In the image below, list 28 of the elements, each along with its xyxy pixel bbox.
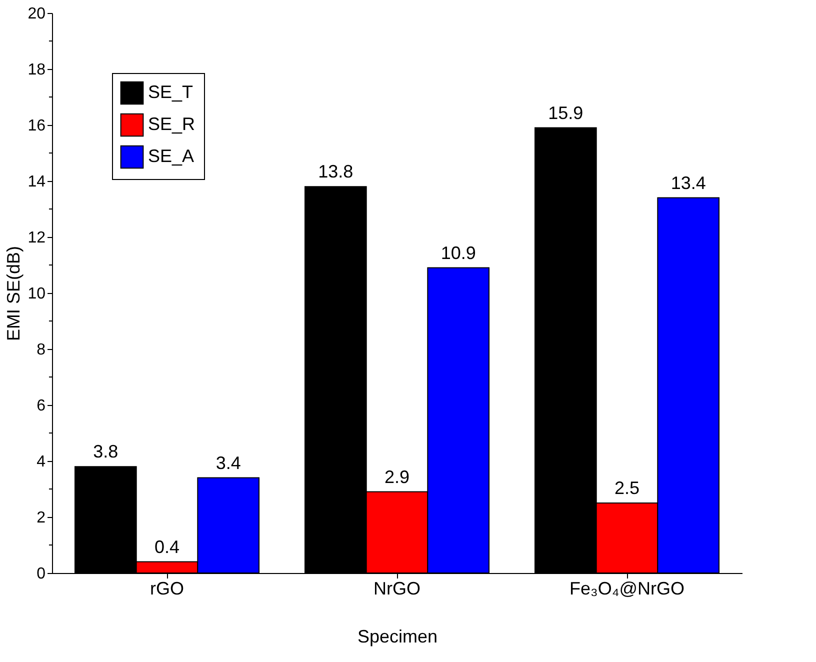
y-tick-label: 14 (28, 174, 46, 190)
legend-label: SE_T (148, 82, 194, 102)
data-label: 0.4 (154, 536, 180, 557)
y-tick-label: 18 (28, 62, 46, 78)
y-tick-label: 4 (36, 454, 46, 470)
y-tick-label: 2 (36, 510, 46, 526)
legend-label: SE_A (148, 146, 194, 166)
data-label: 3.8 (93, 442, 118, 462)
x-tick-label: rGO (150, 578, 184, 598)
legend-label: SE_R (148, 114, 196, 134)
x-tick-label: NrGO (374, 578, 420, 598)
data-label: 13.8 (318, 162, 354, 182)
data-label: 3.4 (216, 452, 241, 473)
x-tick-label: Fe₃O₄@NrGO (570, 578, 684, 598)
data-label: 2.9 (384, 466, 410, 487)
y-tick-label: 16 (28, 118, 46, 134)
y-tick-label: 0 (36, 566, 46, 582)
y-tick-label: 20 (28, 6, 46, 22)
y-tick-label: 6 (36, 398, 46, 414)
y-axis-title: EMI SE(dB) (4, 246, 24, 342)
data-label: 10.9 (440, 242, 476, 263)
data-label: 15.9 (548, 102, 584, 123)
data-label: 2.5 (614, 478, 640, 498)
y-tick-label: 10 (28, 286, 46, 302)
y-tick-label: 8 (36, 342, 46, 358)
x-axis-title: Specimen (357, 626, 438, 646)
data-label: 13.4 (670, 172, 706, 193)
y-tick-label: 12 (28, 230, 46, 246)
